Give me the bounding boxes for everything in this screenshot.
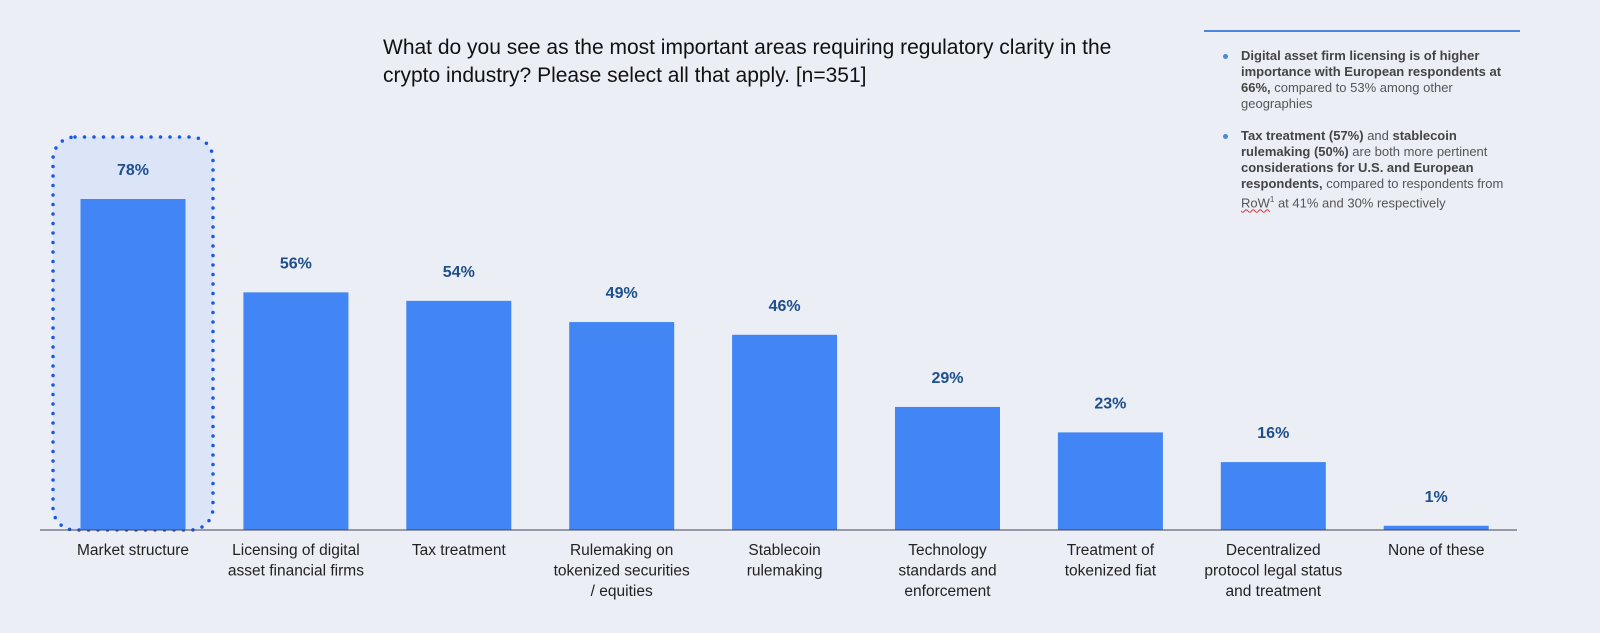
bar [569,322,675,530]
value-label: 54% [443,264,475,281]
category-label: tokenized securities [554,563,690,580]
category-label: Market structure [77,542,189,559]
value-label: 16% [1257,425,1289,442]
category-label: tokenized fiat [1065,563,1157,580]
value-label: 78% [117,162,149,179]
bar [1057,432,1163,530]
value-label: 29% [931,370,963,387]
bar [732,334,838,530]
bar [895,406,1000,530]
value-label: 56% [280,255,312,272]
chart-title: What do you see as the most important ar… [383,36,1112,87]
category-label: Tax treatment [412,542,507,559]
key-findings-panel: Digital asset firm licensing is of highe… [1204,30,1520,227]
finding-bullet: Tax treatment (57%) and stablecoin rulem… [1223,128,1520,211]
value-label: 1% [1425,489,1448,506]
category-label: Rulemaking on [570,542,673,559]
category-label: Licensing of digital [232,542,360,559]
category-label: and treatment [1225,583,1321,600]
category-label: Treatment of [1067,542,1155,559]
category-label: asset financial firms [228,563,364,580]
bar [243,292,349,530]
finding-bullet: Digital asset firm licensing is of highe… [1223,48,1520,112]
bar [1383,525,1489,530]
category-label: standards and [898,563,996,580]
bar [406,300,512,530]
category-label: rulemaking [747,563,823,580]
value-label: 49% [606,285,638,302]
category-label: protocol legal status [1204,563,1342,580]
category-label: enforcement [904,583,991,600]
bar [1220,462,1326,530]
category-label: Decentralized [1226,542,1321,559]
bar [80,199,186,530]
category-label: / equities [591,583,653,600]
value-label: 23% [1094,395,1126,412]
category-label: None of these [1388,542,1485,559]
category-label: Stablecoin [748,542,820,559]
value-label: 46% [769,298,801,315]
category-label: Technology [908,542,987,559]
